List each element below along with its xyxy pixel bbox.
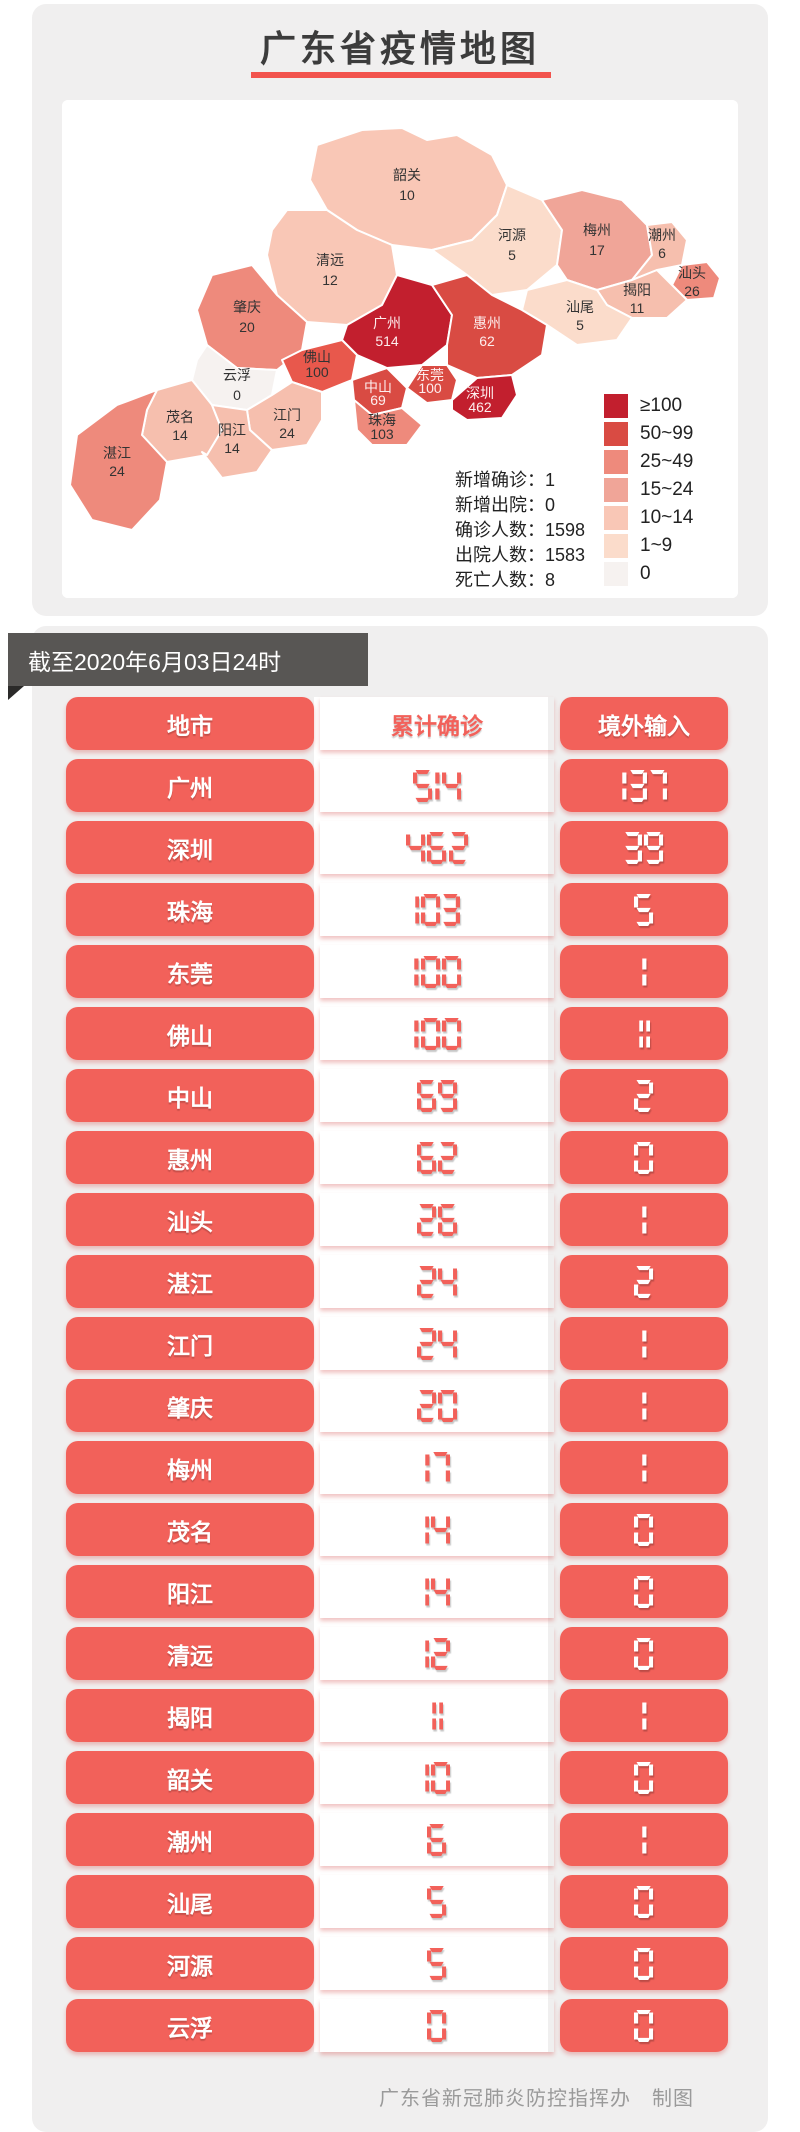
svg-text:69: 69 [370,392,386,408]
svg-text:10: 10 [399,187,415,203]
svg-text:肇庆: 肇庆 [233,299,261,315]
svg-text:韶关: 韶关 [393,167,421,183]
svg-text:5: 5 [576,317,584,333]
svg-text:0: 0 [233,387,241,403]
svg-text:茂名: 茂名 [166,409,194,425]
svg-text:103: 103 [370,426,394,442]
svg-text:17: 17 [589,242,605,258]
svg-text:湛江: 湛江 [103,445,131,461]
svg-text:14: 14 [224,440,240,456]
svg-text:6: 6 [658,245,666,261]
svg-text:汕头: 汕头 [678,265,706,281]
svg-text:24: 24 [109,463,125,479]
svg-text:惠州: 惠州 [473,315,501,331]
svg-text:清远: 清远 [316,252,344,268]
svg-text:514: 514 [375,333,399,349]
svg-text:12: 12 [322,272,338,288]
svg-text:20: 20 [239,319,255,335]
svg-text:云浮: 云浮 [223,367,251,383]
svg-text:5: 5 [508,247,516,263]
svg-text:广州: 广州 [373,315,401,331]
svg-text:100: 100 [418,380,442,396]
svg-text:潮州: 潮州 [648,227,676,243]
svg-text:462: 462 [468,399,492,415]
svg-text:阳江: 阳江 [218,422,246,438]
svg-text:14: 14 [172,427,188,443]
svg-text:11: 11 [630,300,645,316]
svg-text:揭阳: 揭阳 [623,282,651,298]
svg-text:梅州: 梅州 [583,222,611,238]
svg-text:100: 100 [305,364,329,380]
svg-text:江门: 江门 [273,407,301,423]
svg-text:62: 62 [479,333,495,349]
svg-text:河源: 河源 [498,227,526,243]
svg-text:24: 24 [279,425,295,441]
svg-text:26: 26 [684,283,700,299]
svg-text:汕尾: 汕尾 [566,299,594,315]
svg-text:佛山: 佛山 [303,349,331,365]
